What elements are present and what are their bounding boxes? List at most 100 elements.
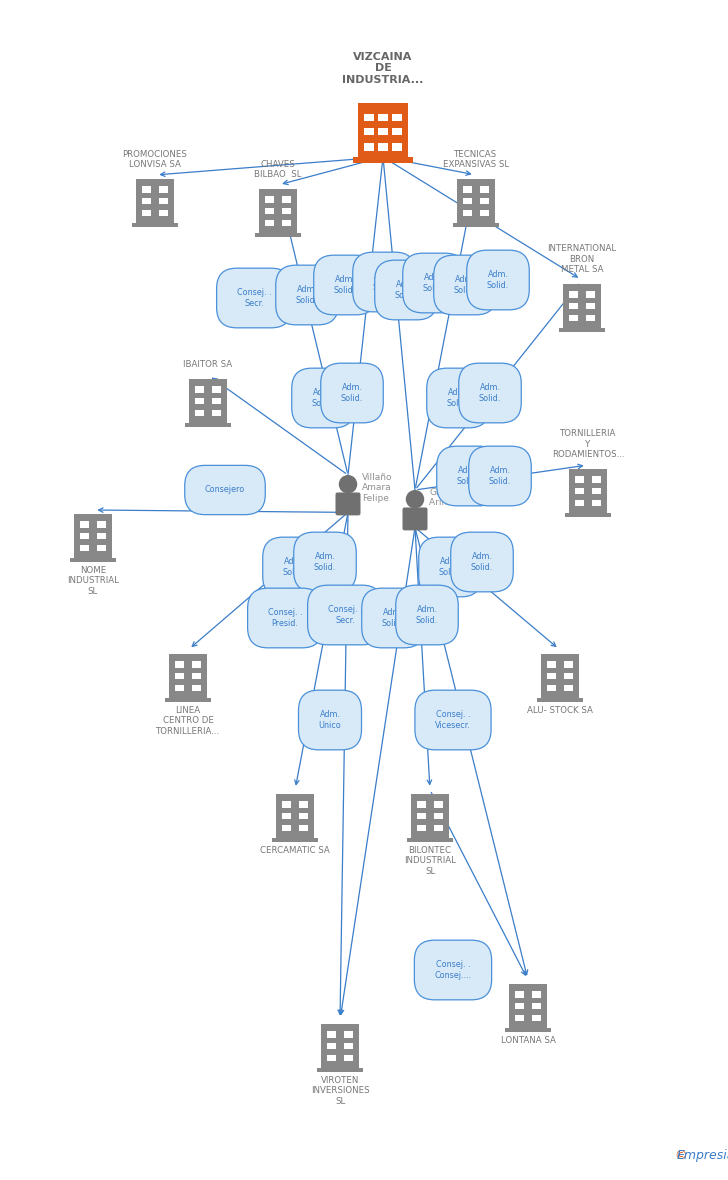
Bar: [505, 1028, 551, 1031]
Bar: [364, 129, 374, 136]
Bar: [276, 794, 314, 838]
Text: Consej. .
Secr.: Consej. . Secr.: [237, 288, 272, 308]
Bar: [143, 186, 151, 194]
Bar: [586, 303, 595, 309]
Bar: [132, 223, 178, 227]
Bar: [417, 801, 426, 808]
Text: Adm.
Solid.: Adm. Solid.: [454, 275, 476, 295]
Text: Adm.
Solid.: Adm. Solid.: [296, 286, 318, 304]
Bar: [272, 838, 318, 841]
Bar: [97, 522, 106, 527]
Bar: [317, 1068, 363, 1071]
Text: Adm.
Solid.: Adm. Solid.: [382, 609, 404, 628]
Bar: [358, 103, 408, 157]
Text: NOME
INDUSTRIAL
SL: NOME INDUSTRIAL SL: [67, 566, 119, 596]
Bar: [378, 143, 388, 151]
Bar: [480, 186, 488, 194]
Bar: [189, 379, 227, 422]
Text: Adm.
Solid.: Adm. Solid.: [479, 384, 501, 402]
Bar: [282, 813, 290, 819]
Bar: [515, 991, 524, 998]
Text: ALU- STOCK SA: ALU- STOCK SA: [527, 706, 593, 715]
Circle shape: [405, 490, 424, 509]
Text: ©: ©: [674, 1149, 687, 1162]
Bar: [282, 219, 290, 227]
Bar: [565, 513, 611, 517]
Bar: [175, 684, 183, 691]
Bar: [564, 684, 572, 691]
Bar: [564, 673, 572, 680]
Bar: [464, 198, 472, 204]
Bar: [364, 143, 374, 151]
Bar: [321, 1024, 359, 1068]
Bar: [266, 208, 274, 215]
Bar: [195, 386, 204, 393]
Bar: [392, 143, 402, 151]
Bar: [212, 409, 221, 417]
Bar: [378, 129, 388, 136]
Bar: [74, 513, 112, 558]
Bar: [564, 661, 572, 668]
Bar: [541, 654, 579, 699]
Bar: [169, 654, 207, 699]
Bar: [195, 398, 204, 405]
Bar: [344, 1043, 352, 1049]
Bar: [378, 114, 388, 122]
FancyBboxPatch shape: [403, 507, 427, 530]
Bar: [480, 210, 488, 216]
Bar: [192, 684, 200, 691]
Bar: [299, 825, 307, 832]
Bar: [454, 223, 499, 227]
Bar: [532, 1015, 541, 1022]
Bar: [299, 813, 307, 819]
Text: Empresia: Empresia: [677, 1149, 728, 1162]
Text: Villaño
Amara
Felipe: Villaño Amara Felipe: [362, 473, 392, 503]
Text: VIZCAINA
DE
INDUSTRIA...: VIZCAINA DE INDUSTRIA...: [342, 52, 424, 85]
Bar: [159, 186, 167, 194]
Bar: [266, 219, 274, 227]
Bar: [547, 673, 555, 680]
Text: Consejero: Consejero: [205, 485, 245, 494]
Text: LINEA
CENTRO DE
TORNILLERIA...: LINEA CENTRO DE TORNILLERIA...: [156, 706, 220, 735]
Bar: [328, 1031, 336, 1038]
Bar: [185, 422, 231, 427]
Bar: [392, 129, 402, 136]
Bar: [547, 684, 555, 691]
Bar: [81, 545, 89, 551]
Text: TECNICAS
EXPANSIVAS SL: TECNICAS EXPANSIVAS SL: [443, 150, 509, 169]
Bar: [344, 1055, 352, 1061]
Bar: [328, 1055, 336, 1061]
Bar: [515, 1003, 524, 1009]
Text: Adm.
Solid.: Adm. Solid.: [283, 557, 305, 577]
Text: INTERNATIONAL
BRON
METAL SA: INTERNATIONAL BRON METAL SA: [547, 244, 617, 274]
Bar: [537, 699, 583, 702]
Bar: [411, 794, 449, 838]
Bar: [136, 179, 174, 223]
Bar: [159, 210, 167, 216]
Bar: [480, 198, 488, 204]
Bar: [569, 315, 578, 321]
Bar: [328, 1043, 336, 1049]
Text: Adm.
Solid.: Adm. Solid.: [314, 552, 336, 571]
Bar: [586, 315, 595, 321]
Text: Adm.
Solid.: Adm. Solid.: [373, 273, 395, 291]
Bar: [165, 699, 211, 702]
Bar: [407, 838, 453, 841]
Bar: [592, 499, 601, 506]
Bar: [192, 661, 200, 668]
Bar: [266, 196, 274, 203]
Text: PROMOCIONES
LONVISA SA: PROMOCIONES LONVISA SA: [122, 150, 187, 169]
Bar: [344, 1031, 352, 1038]
Bar: [457, 179, 495, 223]
Bar: [282, 825, 290, 832]
Bar: [586, 291, 595, 299]
Bar: [299, 801, 307, 808]
Bar: [282, 208, 290, 215]
Bar: [569, 291, 578, 299]
Bar: [563, 284, 601, 328]
Text: Adm.
Solid.: Adm. Solid.: [489, 466, 511, 486]
Bar: [592, 477, 601, 483]
Text: Consej. .
Secr.: Consej. . Secr.: [328, 605, 363, 624]
Text: Adm.
Solid.: Adm. Solid.: [341, 384, 363, 402]
Text: Consej. .
Vicesecr.: Consej. . Vicesecr.: [435, 710, 471, 729]
